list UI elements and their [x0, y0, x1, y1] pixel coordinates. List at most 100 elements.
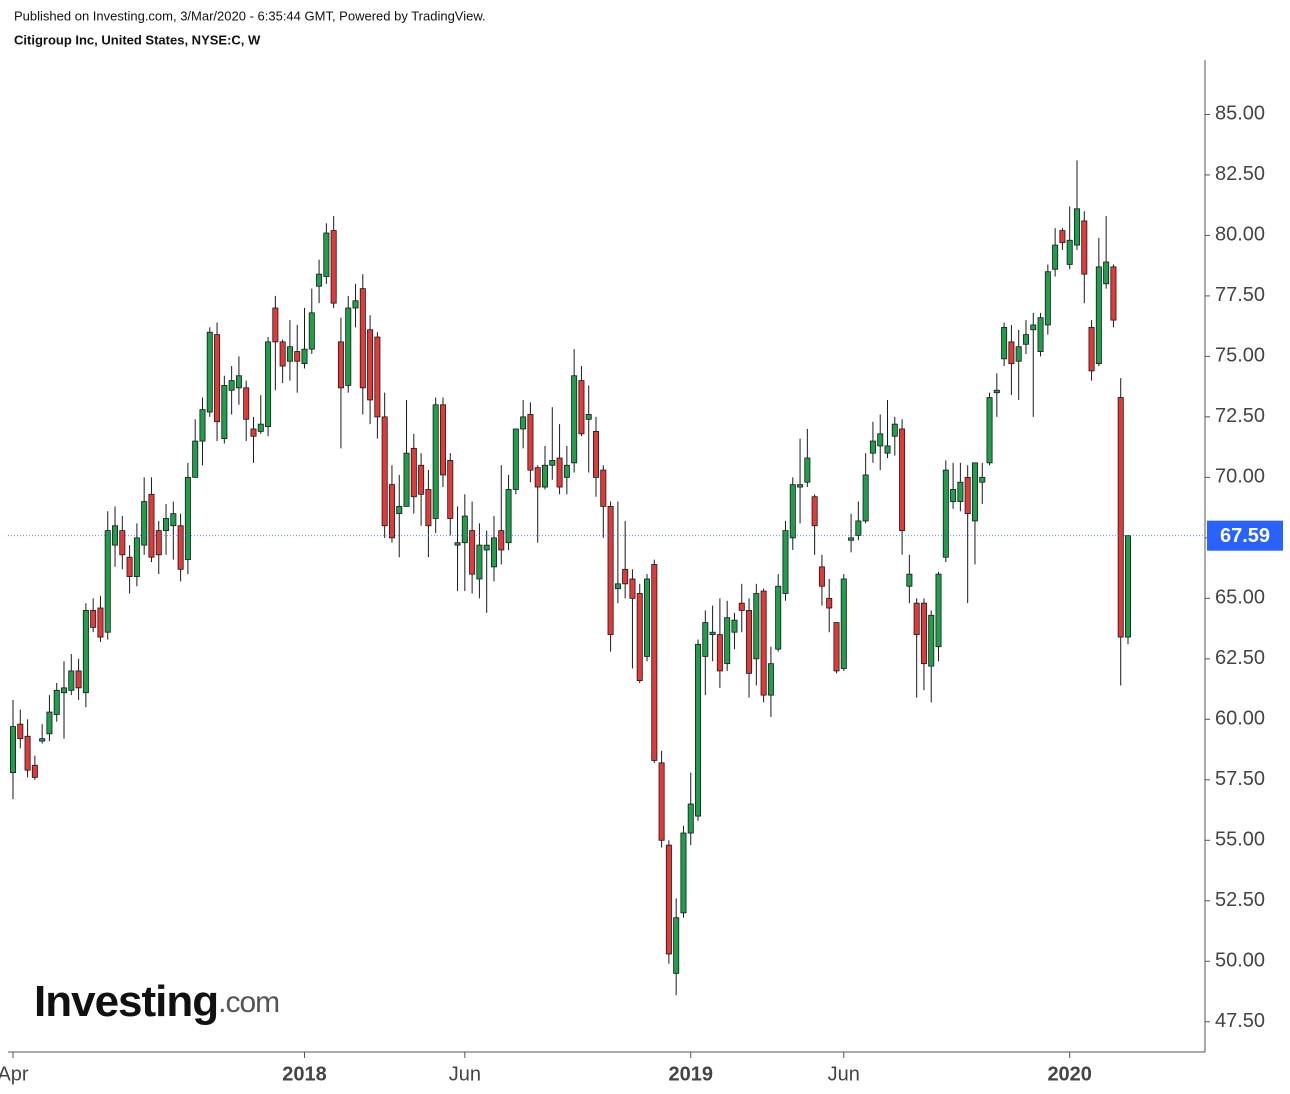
- y-tick-label: 77.50: [1215, 284, 1265, 306]
- candle-body: [775, 585, 782, 650]
- candle-body: [221, 385, 228, 440]
- candle-body: [1015, 346, 1022, 362]
- candle-body: [571, 375, 578, 464]
- candle-body: [680, 832, 687, 914]
- candle-body: [549, 460, 556, 466]
- symbol-title: Citigroup Inc, United States, NYSE:C, W: [14, 32, 261, 47]
- candle-body: [396, 505, 403, 515]
- candle-body: [578, 380, 585, 435]
- candle-body: [993, 389, 1000, 394]
- candle-body: [811, 496, 818, 527]
- last-price-box: [1207, 520, 1283, 551]
- candle-body: [804, 457, 811, 483]
- candle-body: [141, 501, 148, 546]
- candle-body: [163, 518, 170, 531]
- candle-body: [957, 481, 964, 502]
- candle-body: [782, 530, 789, 594]
- candle-body: [767, 663, 774, 696]
- candle-body: [75, 670, 82, 689]
- candle-body: [1110, 266, 1117, 321]
- candle-body: [920, 602, 927, 665]
- y-tick-label: 52.50: [1215, 889, 1265, 911]
- candle-body: [899, 428, 906, 531]
- candle-body: [505, 489, 512, 544]
- candle-body: [61, 687, 68, 694]
- candle-body: [498, 530, 505, 551]
- candle-body: [520, 416, 527, 430]
- candle-body: [658, 762, 665, 841]
- candle-body: [651, 564, 658, 761]
- candle-body: [1095, 266, 1102, 365]
- candle-body: [665, 844, 672, 955]
- y-tick-label: 80.00: [1215, 224, 1265, 246]
- candle-body: [148, 493, 155, 558]
- candle-body: [155, 530, 162, 556]
- y-tick-label: 70.00: [1215, 466, 1265, 488]
- x-tick-label: 2019: [668, 1063, 713, 1085]
- candle-body: [724, 617, 731, 665]
- candle-body: [695, 643, 702, 817]
- candle-body: [1022, 334, 1029, 345]
- candle-body: [374, 336, 381, 418]
- y-tick-label: 82.50: [1215, 163, 1265, 185]
- candle-body: [279, 341, 286, 367]
- candle-body: [46, 711, 53, 735]
- candle-body: [199, 409, 206, 442]
- candle-body: [301, 348, 308, 365]
- candle-body: [687, 803, 694, 834]
- candle-body: [979, 476, 986, 483]
- candle-body: [90, 610, 97, 628]
- candle-body: [39, 738, 46, 742]
- candle-body: [316, 273, 323, 287]
- candle-body: [454, 542, 461, 546]
- candle-body: [818, 566, 825, 587]
- candle-body: [833, 622, 840, 672]
- candle-body: [170, 513, 177, 527]
- y-tick-label: 60.00: [1215, 708, 1265, 730]
- candle-body: [286, 346, 293, 362]
- candle-body: [1073, 208, 1080, 246]
- candle-body: [585, 414, 592, 420]
- candle-body: [1030, 324, 1037, 331]
- candle-body: [738, 602, 745, 611]
- candle-body: [1059, 230, 1066, 244]
- y-tick-label: 65.00: [1215, 587, 1265, 609]
- candle-body: [294, 351, 301, 362]
- candle-body: [512, 428, 519, 490]
- candle-body: [228, 380, 235, 391]
- candle-body: [308, 312, 315, 350]
- candle-body: [593, 430, 600, 478]
- candle-body: [265, 341, 272, 427]
- candle-body: [753, 593, 760, 660]
- candle-body: [848, 537, 855, 541]
- x-tick-label: 2020: [1047, 1063, 1092, 1085]
- candle-body: [53, 689, 60, 715]
- candle-body: [469, 530, 476, 575]
- candle-body: [942, 469, 949, 558]
- y-tick-label: 57.50: [1215, 768, 1265, 790]
- candle-body: [490, 537, 497, 568]
- x-tick-label: Apr: [0, 1063, 29, 1085]
- candle-body: [950, 489, 957, 502]
- y-tick-label: 62.50: [1215, 647, 1265, 669]
- candle-body: [381, 416, 388, 527]
- candle-body: [797, 484, 804, 488]
- candle-body: [235, 375, 242, 389]
- candle-body: [24, 735, 31, 771]
- candle-body: [629, 578, 636, 599]
- candle-body: [403, 452, 410, 507]
- candle-body: [133, 537, 140, 577]
- published-note: Published on Investing.com, 3/Mar/2020 -…: [14, 8, 486, 23]
- candle-body: [483, 544, 490, 551]
- x-tick-label: 2018: [282, 1063, 327, 1085]
- x-tick-label: Jun: [828, 1063, 860, 1085]
- candle-body: [68, 670, 75, 691]
- candle-body: [607, 505, 614, 636]
- candle-body: [243, 387, 250, 420]
- candle-body: [709, 631, 716, 636]
- candle-body: [447, 460, 454, 519]
- candle-body: [1125, 535, 1132, 638]
- candle-body: [702, 622, 709, 657]
- candle-body: [1044, 271, 1051, 326]
